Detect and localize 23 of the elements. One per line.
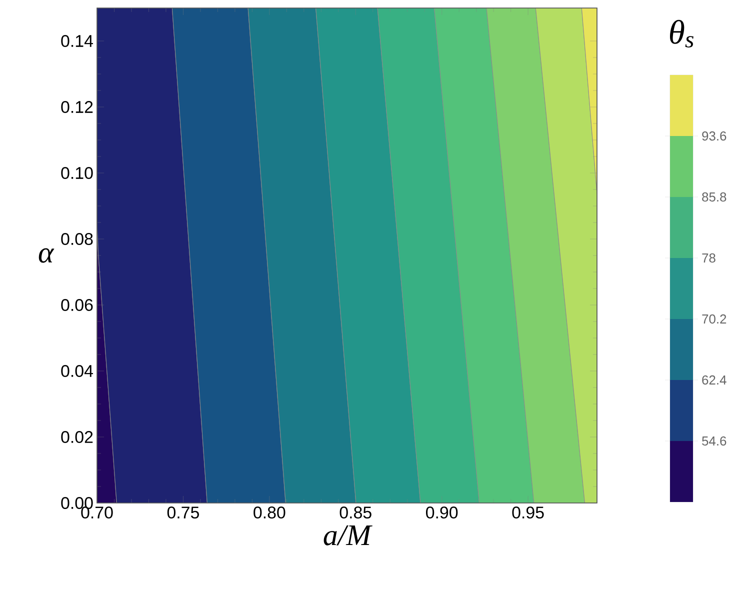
y-tick-label: 0.06 (61, 299, 93, 311)
y-tick-label: 0.12 (61, 101, 93, 113)
x-tick-label: 0.90 (426, 506, 458, 519)
y-tick-label: 0.00 (61, 497, 93, 509)
color-bar-label: 85.8 (702, 192, 726, 202)
x-tick-label: 0.70 (81, 506, 113, 519)
color-bar-label: 78 (702, 253, 716, 263)
y-tick-label: 0.10 (61, 167, 93, 179)
y-tick-label: 0.14 (61, 34, 93, 47)
color-bar-label: 62.4 (702, 375, 726, 385)
color-bar-label: 93.6 (702, 131, 726, 141)
y-axis-title: α (38, 248, 54, 263)
y-tick-label: 0.04 (61, 365, 93, 377)
y-tick-label: 0.02 (61, 431, 93, 443)
x-tick-label: 0.80 (254, 506, 286, 519)
x-tick-label: 0.85 (340, 506, 372, 519)
x-tick-label: 0.95 (512, 506, 544, 519)
x-tick-label: 0.75 (167, 506, 199, 519)
color-bar-label: 70.2 (702, 314, 726, 324)
x-axis-title: a/M (324, 525, 372, 546)
color-bar-title: θ$_{s}$ (670, 20, 694, 48)
y-tick-label: 0.08 (61, 233, 93, 245)
color-bar-label: 54.6 (702, 436, 726, 446)
